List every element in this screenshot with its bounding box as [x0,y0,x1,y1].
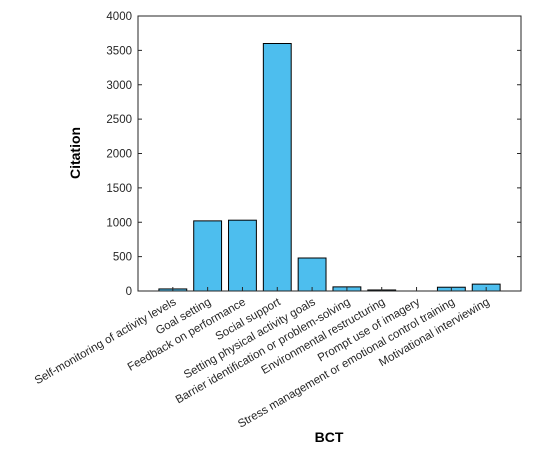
y-tick-label: 3500 [106,45,132,57]
y-tick-label: 0 [126,286,132,298]
x-axis-title: BCT [315,429,344,445]
bar [297,257,327,292]
y-tick-label: 1000 [106,217,132,229]
y-tick-label: 2000 [106,149,132,161]
y-tick-label: 4000 [106,11,132,23]
y-tick-label: 500 [113,252,132,264]
bar [262,43,292,292]
y-tick-label: 2500 [106,114,132,126]
axes-box [137,15,522,292]
bar [228,219,257,292]
bars [158,43,501,292]
y-tick-label: 1500 [106,183,132,195]
y-axis-ticks: 0 500 1000 1500 2000 2500 3000 3500 4000 [106,11,521,298]
y-axis-title: Citation [67,127,83,179]
bar [193,220,223,292]
y-tick-label: 3000 [106,80,132,92]
x-tick-label: Self-monitoring of activity levels [33,296,179,387]
